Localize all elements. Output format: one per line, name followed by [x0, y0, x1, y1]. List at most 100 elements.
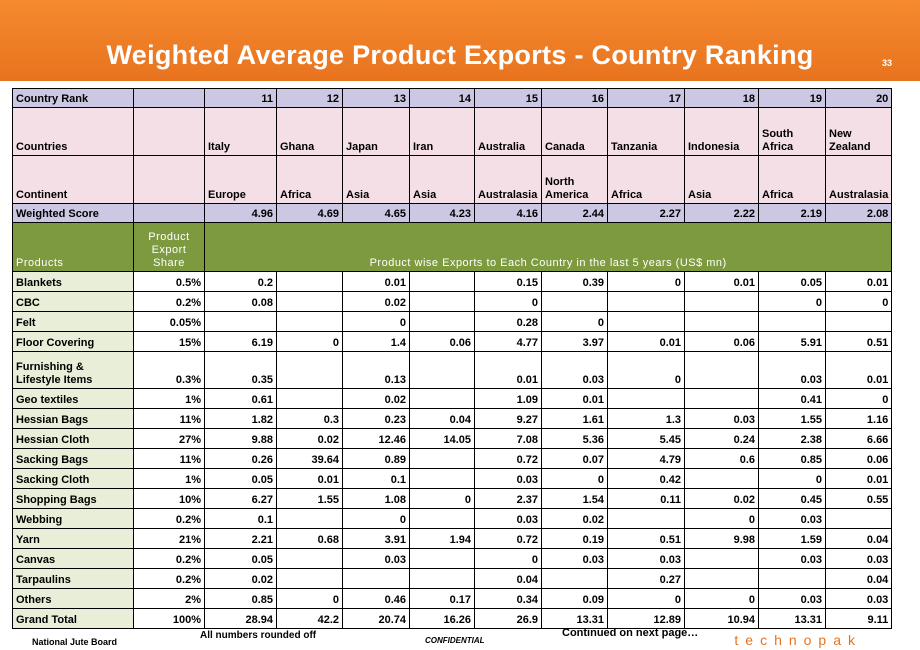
export-value-cell: 0.6: [684, 448, 759, 469]
export-value-cell: 0.17: [409, 588, 475, 609]
export-value-cell: 0.01: [474, 351, 542, 389]
export-value-cell: [684, 568, 759, 589]
export-value-cell: 9.88: [204, 428, 277, 449]
continent-cell: Africa: [276, 155, 343, 204]
export-value-cell: [276, 388, 343, 409]
export-value-cell: 0.51: [607, 528, 685, 549]
export-value-cell: 0: [607, 588, 685, 609]
export-value-cell: 0: [474, 291, 542, 312]
export-value-cell: 0.03: [474, 508, 542, 529]
export-value-cell: [607, 508, 685, 529]
share-header: Product Export Share: [133, 222, 205, 272]
product-name: Felt: [12, 311, 134, 332]
title-banner: Weighted Average Product Exports - Count…: [0, 0, 920, 81]
export-value-cell: [276, 568, 343, 589]
export-value-cell: [409, 311, 475, 332]
export-value-cell: 0.02: [342, 388, 410, 409]
table-row: Sacking Bags 11% 0.26 39.64 0.89 0.72 0.07 4.79…: [12, 448, 893, 469]
export-value-cell: [684, 311, 759, 332]
export-value-cell: [342, 568, 410, 589]
table-row: Webbing 0.2% 0.1 0 0.03 0.02 0 0.03: [12, 508, 893, 529]
product-name: Furnishing & Lifestyle Items: [12, 351, 134, 389]
product-name: Tarpaulins: [12, 568, 134, 589]
export-value-cell: [276, 548, 343, 569]
export-value-cell: 0.85: [204, 588, 277, 609]
export-value-cell: 0.27: [607, 568, 685, 589]
continued-note: Continued on next page…: [562, 627, 699, 639]
share-cell: 1%: [133, 468, 205, 489]
export-value-cell: 0.55: [824, 488, 893, 509]
org-name: National Jute Board: [32, 637, 118, 647]
export-value-cell: 20.74: [342, 608, 410, 629]
country-cell: Canada: [541, 107, 608, 156]
table-row: Sacking Cloth 1% 0.05 0.01 0.1 0.03 0 0.42 0 0.01: [12, 468, 893, 489]
export-value-cell: 0: [684, 508, 759, 529]
rank-cell: 11: [204, 88, 277, 108]
export-value-cell: [684, 548, 759, 569]
export-value-cell: 0.03: [824, 548, 893, 569]
export-value-cell: 0.45: [758, 488, 826, 509]
products-header-row: Products Product Export Share Product wi…: [12, 222, 893, 272]
score-cell: 2.08: [824, 203, 893, 223]
export-value-cell: 0: [824, 388, 893, 409]
table-row: Grand Total 100% 28.94 42.2 20.74 16.26 26.9 13…: [12, 608, 893, 629]
score-cell: 4.96: [204, 203, 277, 223]
export-value-cell: 0.04: [474, 568, 542, 589]
export-value-cell: 0: [824, 291, 893, 312]
export-value-cell: [409, 271, 475, 292]
product-name: Geo textiles: [12, 388, 134, 409]
export-value-cell: 0: [607, 271, 685, 292]
rank-cell: 19: [758, 88, 826, 108]
export-value-cell: 0.46: [342, 588, 410, 609]
share-cell: 10%: [133, 488, 205, 509]
export-value-cell: 1.59: [758, 528, 826, 549]
export-value-cell: 0: [758, 468, 826, 489]
row-label: Weighted Score: [12, 203, 134, 223]
exports-header: Product wise Exports to Each Country in …: [203, 222, 893, 272]
table-row: Floor Covering 15% 6.19 0 1.4 0.06 4.77 3.97 0.0…: [12, 331, 893, 352]
product-name: Blankets: [12, 271, 134, 292]
share-cell: 27%: [133, 428, 205, 449]
export-value-cell: 0.03: [758, 351, 826, 389]
rank-cell: 15: [474, 88, 542, 108]
rank-row: Country Rank 11 12 13 14 15 16 17 18 19 20: [12, 88, 893, 108]
export-value-cell: 1.4: [342, 331, 410, 352]
export-value-cell: 0.89: [342, 448, 410, 469]
export-value-cell: 0.39: [541, 271, 608, 292]
rank-cell: 14: [409, 88, 475, 108]
export-value-cell: 0.04: [824, 528, 893, 549]
page-number: 33: [881, 58, 892, 68]
export-value-cell: 0.07: [541, 448, 608, 469]
continent-cell: Asia: [342, 155, 410, 204]
export-value-cell: 3.91: [342, 528, 410, 549]
export-value-cell: 0.03: [474, 468, 542, 489]
export-value-cell: 0: [409, 488, 475, 509]
rank-cell: 18: [684, 88, 759, 108]
table-row: Others 2% 0.85 0 0.46 0.17 0.34 0.09 0 0 0.03 0.03: [12, 588, 893, 609]
export-value-cell: 0.72: [474, 528, 542, 549]
continent-cell: Africa: [758, 155, 826, 204]
export-value-cell: [409, 508, 475, 529]
share-cell: 11%: [133, 448, 205, 469]
export-value-cell: 2.37: [474, 488, 542, 509]
export-value-cell: [541, 568, 608, 589]
export-value-cell: 12.46: [342, 428, 410, 449]
export-value-cell: 0.01: [342, 271, 410, 292]
export-value-cell: 0.72: [474, 448, 542, 469]
export-value-cell: 0.05: [204, 468, 277, 489]
share-cell: 15%: [133, 331, 205, 352]
product-name: Grand Total: [12, 608, 134, 629]
export-value-cell: [276, 291, 343, 312]
export-value-cell: [409, 388, 475, 409]
table-row: Hessian Bags 11% 1.82 0.3 0.23 0.04 9.27 1.61 1.…: [12, 408, 893, 429]
share-cell: 0.5%: [133, 271, 205, 292]
export-value-cell: 9.98: [684, 528, 759, 549]
rank-cell: 13: [342, 88, 410, 108]
export-value-cell: 0.06: [684, 331, 759, 352]
export-value-cell: 0.04: [409, 408, 475, 429]
export-value-cell: [607, 291, 685, 312]
export-value-cell: 1.08: [342, 488, 410, 509]
export-value-cell: 0.03: [342, 548, 410, 569]
export-value-cell: 0.1: [342, 468, 410, 489]
rounding-note: All numbers rounded off: [200, 630, 317, 641]
